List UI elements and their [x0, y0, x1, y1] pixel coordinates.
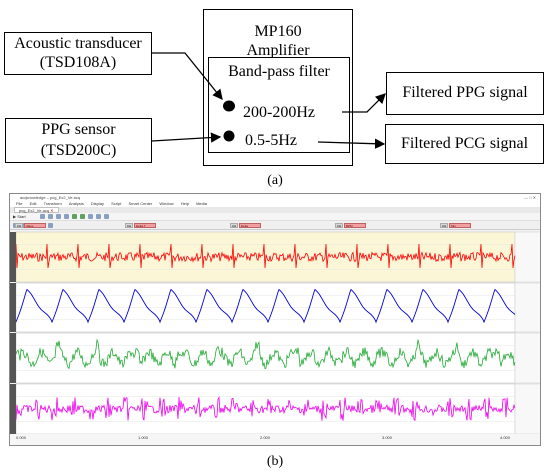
start-label: Start: [17, 214, 26, 219]
channel-measurement-bar: CH Value CH Delta T CH Delta CH BPM CH M…: [10, 221, 540, 230]
trace-ch4: [15, 396, 516, 422]
tab-close-icon[interactable]: ✕: [50, 208, 54, 213]
acoustic-transducer-box: [4, 32, 152, 75]
menu-help[interactable]: Help: [180, 201, 189, 206]
menu-transform[interactable]: Transform: [43, 201, 62, 206]
caption-a: (a): [267, 173, 283, 188]
trace-ch1: [15, 243, 516, 269]
amplifier-title-line1: MP160: [254, 23, 302, 40]
menu-script[interactable]: Script: [111, 201, 122, 206]
acqknowledge-window: acqknowledge – pcg_Ex2_Ve.acq — □ ✕ File…: [9, 193, 541, 446]
trace-ch3: [15, 338, 516, 370]
panel-ch3-scale-strip: [514, 332, 540, 384]
menu-analysis[interactable]: Analysis: [68, 201, 84, 206]
measurement-channel-4[interactable]: CH: [335, 223, 343, 228]
diagram-connectors: [151, 52, 386, 149]
document-tab-label: pcg_Ex2_Ve.acq: [19, 208, 50, 213]
measurement-channel-2[interactable]: CH: [125, 223, 133, 228]
filtered-ppg-output-box: [386, 72, 544, 115]
caption-b: (b): [266, 454, 284, 469]
menu-display[interactable]: Display: [90, 201, 104, 206]
show-icon[interactable]: [48, 223, 53, 228]
ppg-sensor-box: [5, 118, 152, 163]
waveform-svg: [10, 231, 540, 434]
measurement-select-3[interactable]: Delta: [239, 223, 261, 228]
band1-to-ppg-output-arrow: [342, 93, 386, 113]
measurement-channel-5[interactable]: CH: [440, 223, 448, 228]
document-tab-bar: pcg_Ex2_Ve.acq ✕: [10, 207, 540, 213]
ppg-to-filter-arrow: [151, 132, 222, 143]
filtered-pcg-output-label: Filtered PCG signal: [400, 135, 529, 152]
zoom-tool-icon[interactable]: [48, 214, 53, 219]
menu-smart-center[interactable]: Smart Center: [128, 201, 153, 206]
time-axis: 0.000 1.000 2.000 3.000 4.000: [10, 434, 540, 445]
marker-tool-icon[interactable]: [72, 214, 77, 219]
filter-band-2: 0.5-5Hz: [245, 132, 297, 149]
filtered-ppg-output-label: Filtered PPG signal: [402, 84, 528, 101]
ppg-sensor-line2: (TSD200C): [40, 142, 117, 159]
measurement-select-4[interactable]: BPM: [344, 223, 366, 228]
filter-title: Band-pass filter: [228, 63, 330, 80]
measurement-select-5[interactable]: Min: [449, 223, 471, 228]
waveform-plot-area[interactable]: [10, 230, 540, 434]
x-tick-0: 0.000: [16, 435, 27, 440]
pencil-tool-icon[interactable]: [64, 214, 69, 219]
menu-window[interactable]: Window: [159, 201, 174, 206]
select-tool-icon[interactable]: [40, 214, 45, 219]
window-titlebar: acqknowledge – pcg_Ex2_Ve.acq — □ ✕: [10, 194, 540, 201]
amplifier-title-line2: Amplifier: [246, 42, 310, 59]
band1-input-dot: [223, 100, 235, 112]
panel-ch1-label-strip: [10, 232, 16, 282]
filter-band-1: 200-200Hz: [243, 104, 315, 121]
acoustic-to-filter-arrow: [152, 52, 223, 101]
event-tool-icon[interactable]: [80, 214, 85, 219]
grid-tool-icon[interactable]: [96, 214, 101, 219]
ppg-sensor-line1: PPG sensor: [41, 121, 116, 138]
window-title: acqknowledge – pcg_Ex2_Ve.acq: [20, 195, 81, 200]
menu-file[interactable]: File: [16, 201, 23, 206]
menu-media[interactable]: Media: [196, 201, 207, 206]
menu-edit[interactable]: Edit: [29, 201, 37, 206]
flag-tool-icon[interactable]: [88, 214, 93, 219]
panel-ch2-scale-strip: [514, 282, 540, 333]
cursor-tool-icon[interactable]: [56, 214, 61, 219]
x-tick-4: 4.000: [500, 435, 511, 440]
panel-ch4-scale-strip: [514, 383, 540, 434]
trace-ch2: [15, 288, 516, 324]
panel-ch1-scale-strip: [514, 231, 540, 283]
x-tick-3: 3.000: [382, 435, 393, 440]
acoustic-transducer-line2: (TSD108A): [39, 54, 117, 71]
measurement-select-2[interactable]: Delta T: [134, 223, 156, 228]
acoustic-transducer-line1: Acoustic transducer: [14, 35, 142, 52]
overlap-tool-icon[interactable]: [104, 214, 109, 219]
band2-to-pcg-output-arrow: [317, 138, 386, 149]
x-tick-1: 1.000: [138, 435, 149, 440]
menu-bar: File Edit Transform Analysis Display Scr…: [10, 201, 540, 207]
measurement-channel-3[interactable]: CH: [230, 223, 238, 228]
document-tab[interactable]: pcg_Ex2_Ve.acq ✕: [14, 207, 59, 213]
panel-ch2-label-strip: [10, 283, 16, 332]
measurement-select-1[interactable]: Value: [24, 223, 46, 228]
filtered-pcg-output-box: [385, 124, 544, 164]
panel-ch3-label-strip: [10, 333, 16, 383]
toolbar-main: ▶ Start: [10, 213, 540, 221]
band2-input-dot: [223, 130, 235, 142]
window-controls[interactable]: — □ ✕: [524, 195, 536, 200]
x-tick-2: 2.000: [260, 435, 271, 440]
start-button[interactable]: ▶ Start: [13, 214, 26, 219]
panel-ch4-label-strip: [10, 384, 16, 434]
measurement-channel-1[interactable]: CH: [15, 223, 23, 228]
